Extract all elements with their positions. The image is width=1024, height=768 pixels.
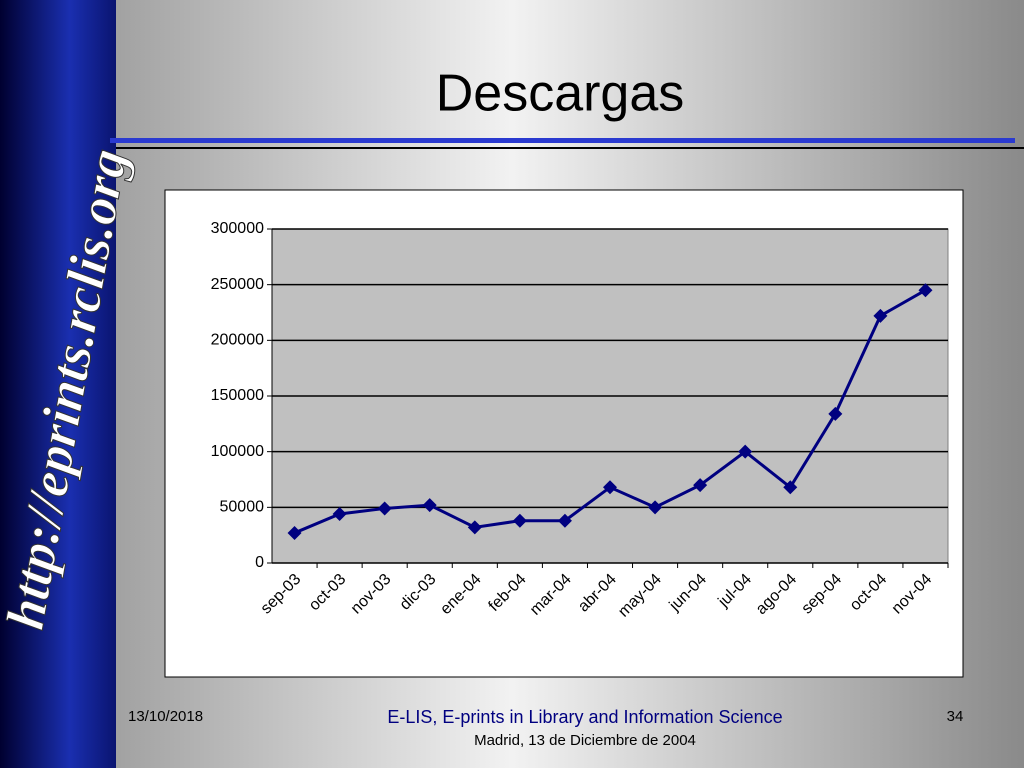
date: 13/10/2018 <box>128 708 203 725</box>
marker <box>422 498 437 513</box>
footer: E-LIS, E-prints in Library and Informati… <box>387 707 782 727</box>
y-tick-label: 300000 <box>211 220 264 237</box>
marker <box>377 501 392 516</box>
marker <box>648 500 663 515</box>
marker <box>693 478 708 493</box>
chart-title: Descargas <box>436 65 685 123</box>
marker <box>512 513 527 528</box>
title-rule-dark <box>116 147 1024 149</box>
marker <box>738 444 753 459</box>
subfooter: Madrid, 13 de Diciembre de 2004 <box>474 732 696 749</box>
marker <box>918 283 933 298</box>
y-tick-label: 200000 <box>211 332 264 349</box>
y-tick-label: 150000 <box>211 387 264 404</box>
y-tick-label: 100000 <box>211 443 264 460</box>
marker <box>603 480 617 495</box>
marker <box>557 513 572 528</box>
marker <box>332 507 347 522</box>
y-tick-label: 50000 <box>220 499 265 516</box>
y-tick-label: 0 <box>255 554 264 571</box>
marker <box>873 308 888 323</box>
y-tick-label: 250000 <box>211 276 264 293</box>
marker <box>828 406 843 421</box>
marker <box>287 525 302 540</box>
marker <box>467 520 482 535</box>
title-rule <box>110 138 1015 143</box>
sidebar <box>0 0 116 768</box>
page-number: 34 <box>947 708 964 725</box>
marker <box>783 480 798 495</box>
